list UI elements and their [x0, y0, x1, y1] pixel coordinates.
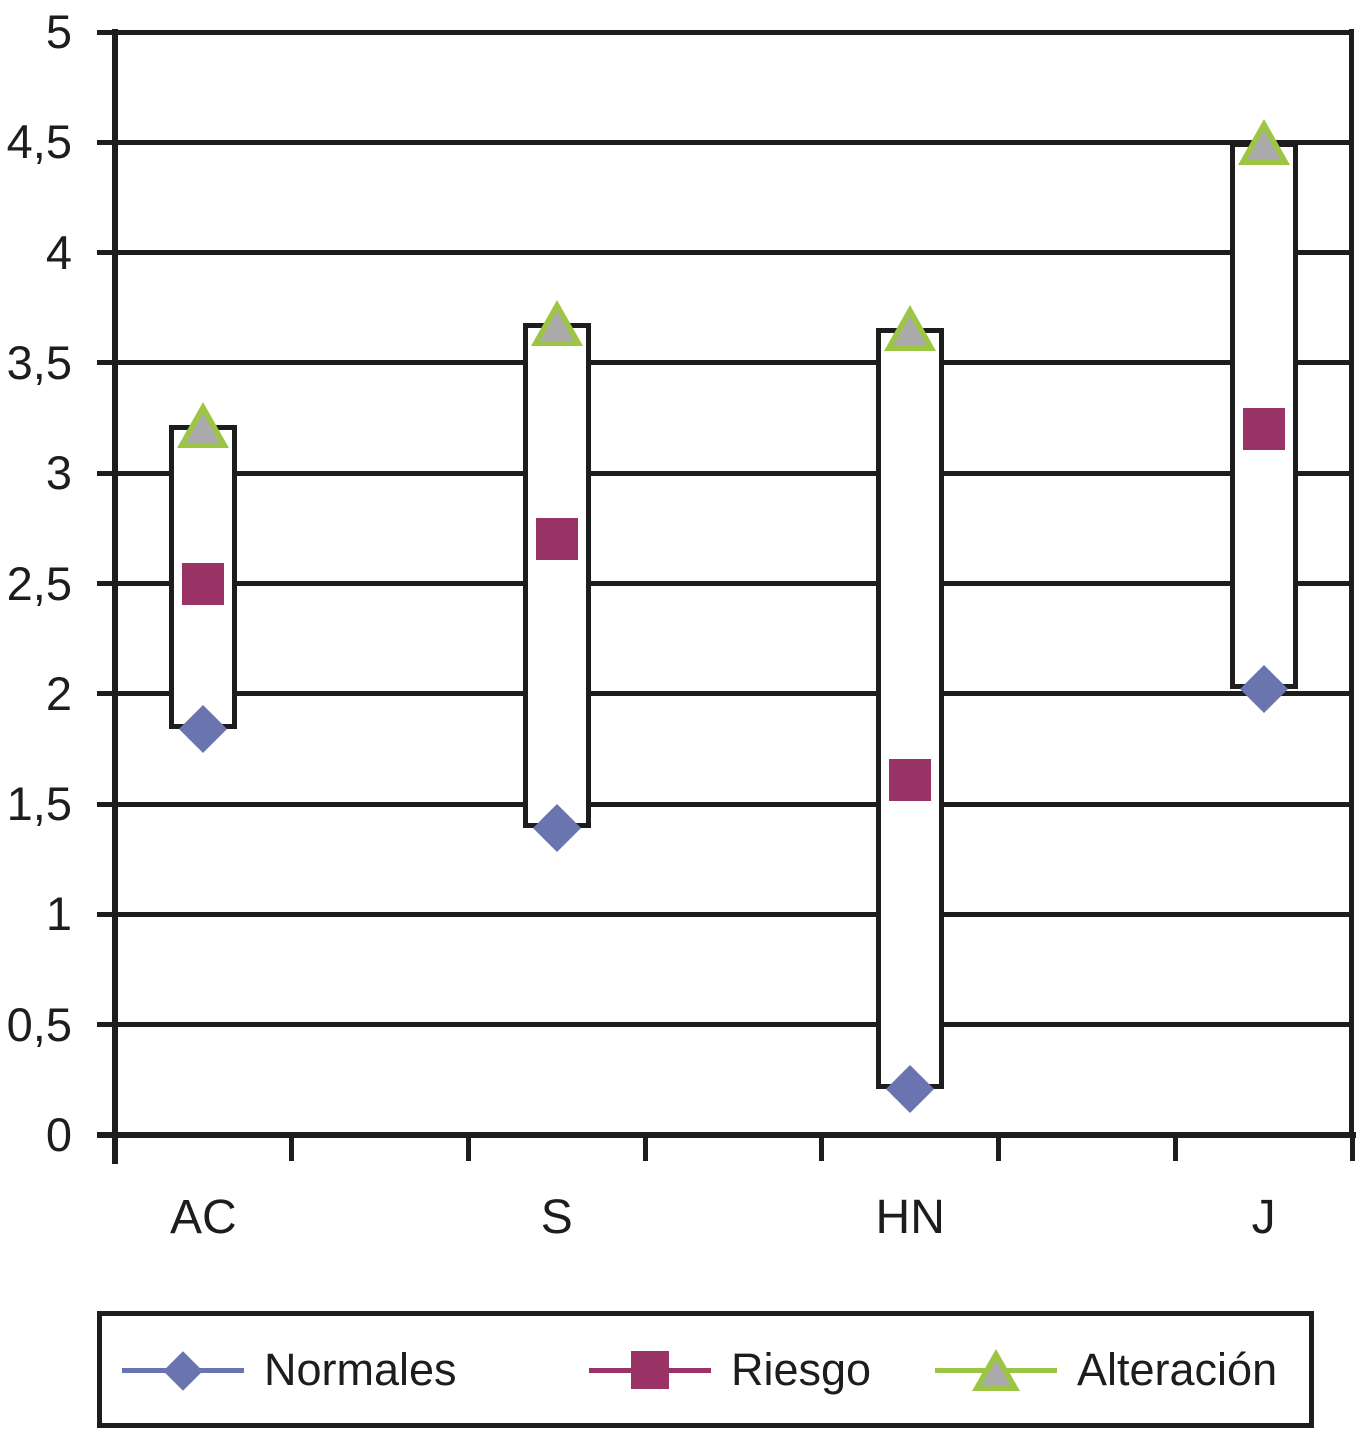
gridline — [97, 801, 1352, 807]
triangle-fill — [1246, 130, 1281, 161]
y-axis-tick-label: 1,5 — [6, 777, 72, 831]
gridline — [97, 360, 1352, 366]
y-axis-tick-label: 0,5 — [6, 997, 72, 1051]
marker-alteracion-S — [530, 300, 583, 347]
y-axis-tick-label: 5 — [45, 5, 72, 58]
x-axis-tick — [289, 1135, 295, 1161]
y-axis-tick-label: 3 — [45, 446, 72, 500]
x-axis-category-label: J — [1251, 1191, 1276, 1244]
y-axis-tick-label: 4,5 — [6, 115, 72, 169]
diamond-glyph — [163, 1350, 203, 1391]
legend-item-alteracion: Alteración — [935, 1316, 1277, 1423]
x-axis-tick — [996, 1135, 1002, 1161]
x-axis-tick — [819, 1135, 825, 1161]
triangle-fill — [893, 315, 928, 346]
legend-item-normales: Normales — [122, 1316, 457, 1423]
triangle-glyph-fill — [981, 1359, 1011, 1386]
y-axis-tick-label: 4 — [45, 225, 72, 279]
y-axis-tick-label: 2,5 — [6, 556, 72, 610]
legend-label-alteracion: Alteración — [1077, 1343, 1278, 1395]
legend: Normales Riesgo Alteración — [97, 1311, 1314, 1428]
x-axis-tick — [1172, 1135, 1178, 1161]
y-axis-tick-label: 0 — [45, 1108, 72, 1161]
square-glyph — [631, 1350, 669, 1389]
hilo-bar — [522, 323, 591, 829]
triangle-fill — [539, 311, 574, 342]
gridline — [97, 139, 1352, 145]
x-axis-tick — [642, 1135, 648, 1161]
gridline — [97, 691, 1352, 697]
plot-right-border — [1349, 29, 1354, 1138]
alteracion-triangle-icon — [935, 1345, 1057, 1395]
riesgo-square-icon — [589, 1345, 711, 1395]
marker-riesgo-HN — [889, 758, 932, 801]
legend-label-riesgo: Riesgo — [731, 1343, 872, 1395]
x-axis-line — [97, 1132, 1356, 1138]
legend-label-normales: Normales — [264, 1343, 457, 1395]
hilo-bar — [876, 327, 945, 1089]
gridline — [97, 911, 1352, 917]
x-axis-tick — [112, 1135, 118, 1161]
marker-alteracion-J — [1237, 119, 1290, 166]
y-axis-line — [112, 29, 118, 1164]
gridline — [97, 1022, 1352, 1028]
x-axis-category-label: S — [540, 1191, 573, 1244]
marker-riesgo-AC — [182, 562, 225, 605]
marker-riesgo-S — [535, 518, 578, 561]
marker-riesgo-J — [1242, 408, 1285, 451]
y-axis-tick-label: 1 — [45, 887, 72, 941]
y-axis-tick-label: 2 — [45, 666, 72, 720]
marker-alteracion-AC — [177, 401, 230, 448]
x-axis-category-label: AC — [170, 1191, 237, 1244]
marker-alteracion-HN — [884, 304, 937, 351]
y-axis-tick-label: 3,5 — [6, 335, 72, 389]
x-axis-tick — [465, 1135, 471, 1161]
triangle-fill — [186, 412, 221, 443]
legend-item-riesgo: Riesgo — [589, 1316, 871, 1423]
gridline — [97, 581, 1352, 586]
x-axis-tick — [1349, 1135, 1355, 1161]
x-axis-category-label: HN — [875, 1191, 945, 1244]
gridline — [97, 29, 1352, 35]
gridline — [97, 470, 1352, 476]
normales-diamond-icon — [122, 1345, 244, 1395]
gridline — [97, 250, 1352, 256]
